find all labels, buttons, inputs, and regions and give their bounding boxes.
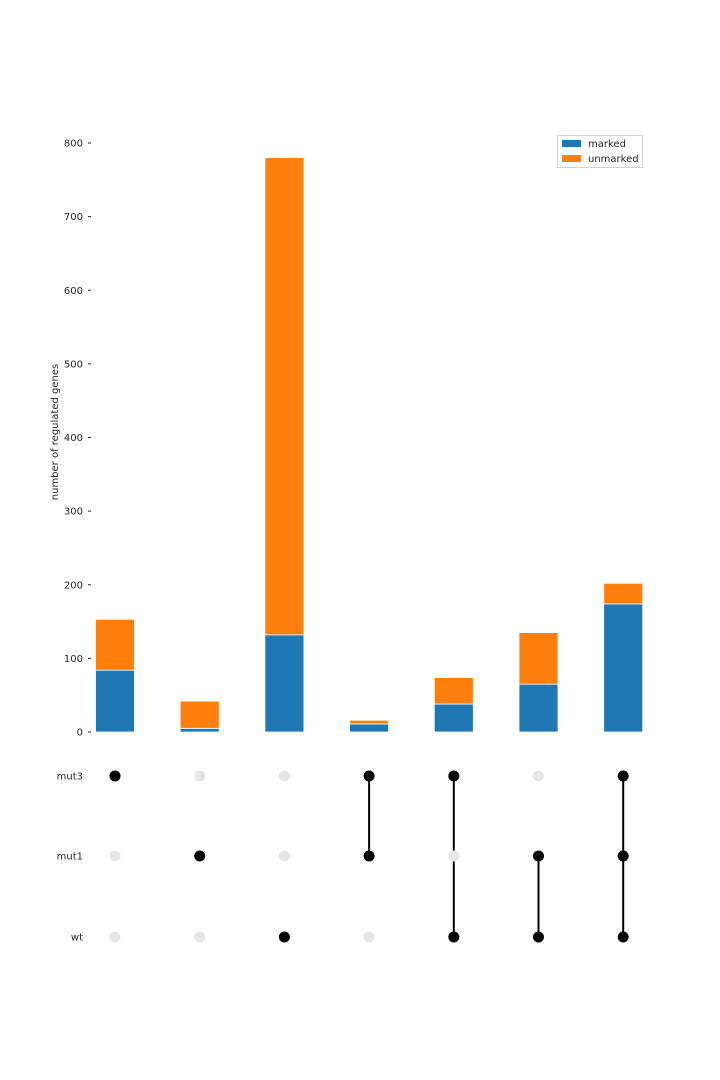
y-tick-label: 800 [64,139,83,150]
legend-swatch-unmarked [562,155,581,162]
bar-marked [264,634,305,733]
matrix-dot-active [617,931,629,943]
bar-marked [433,703,474,733]
matrix-dot-active [194,850,206,862]
bar-marked [179,727,220,733]
bars-group [95,157,644,733]
y-axis: 0 100 200 300 400 500 600 700 800 [64,139,91,739]
y-tick-label: 400 [64,433,83,444]
matrix-dot-inactive [363,931,375,943]
intersection-matrix [109,770,629,943]
set-labels: mut3 mut1 wt [57,772,83,944]
bar-unmarked [179,700,220,729]
bar-unmarked [518,632,559,685]
y-tick-label: 500 [64,359,83,370]
matrix-dot-inactive [448,850,460,862]
matrix-dot-active [617,770,629,782]
bar-unmarked [264,157,305,636]
matrix-dot-inactive [278,770,290,782]
matrix-dot-active [109,770,121,782]
y-tick-label: 300 [64,507,83,518]
y-tick-label: 200 [64,580,83,591]
y-tick-label: 0 [77,728,83,739]
y-tick-label: 700 [64,212,83,223]
matrix-dot-active [533,931,544,943]
bar-marked [603,603,644,733]
bar-marked [95,669,135,733]
y-tick-label: 600 [64,286,83,297]
y-axis-title: number of regulated genes [50,364,61,500]
bar-marked [349,723,390,733]
matrix-dot-inactive [194,770,206,782]
matrix-dot-active [363,770,375,782]
bar-unmarked [349,719,390,725]
legend-swatch-marked [562,140,581,147]
set-label-mut1: mut1 [57,852,83,863]
matrix-dot-active [533,850,544,862]
matrix-dot-inactive [194,931,206,943]
legend: marked unmarked [557,135,643,168]
y-tick-label: 100 [64,654,83,665]
bar-marked [518,683,559,733]
bar-unmarked [433,677,474,705]
matrix-dot-active [448,770,460,782]
bar-unmarked [95,618,135,671]
matrix-dot-active [278,931,290,943]
matrix-dot-inactive [533,770,544,782]
matrix-dot-inactive [109,850,121,862]
matrix-dot-inactive [278,850,290,862]
bar-unmarked [603,582,644,605]
matrix-dot-active [448,931,460,943]
matrix-dot-active [363,850,375,862]
set-label-wt: wt [71,933,83,944]
matrix-dot-inactive [109,931,121,943]
legend-label-unmarked: unmarked [588,154,639,165]
matrix-dot-active [617,850,629,862]
set-label-mut3: mut3 [57,772,83,783]
legend-label-marked: marked [588,139,626,150]
